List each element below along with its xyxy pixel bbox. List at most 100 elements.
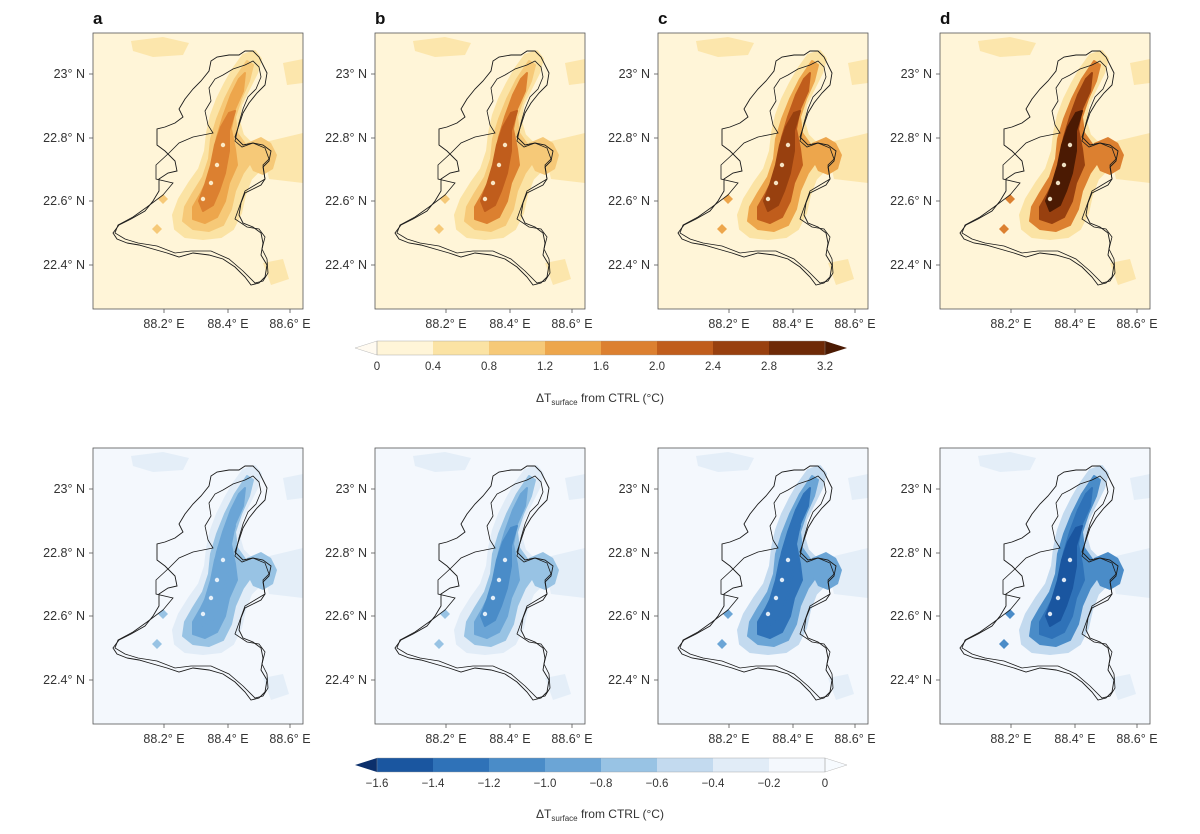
lon-tick-label: 88.2° E [990, 317, 1031, 331]
lon-tick-label: 88.6° E [1116, 317, 1157, 331]
map-frame [939, 447, 1151, 725]
lat-tick-label: 22.8° N [325, 546, 367, 560]
lon-tick-label: 88.2° E [708, 317, 749, 331]
colorbar-cool: −1.6 −1.4 −1.2 −1.0 −0.8 −0.6 −0.4 −0.2 0 ΔTsurf… [355, 757, 848, 823]
lon-tick-label: 88.4° E [1054, 317, 1095, 331]
core-highlight [1061, 162, 1067, 168]
panel-label-d: d [940, 9, 950, 28]
anomaly-field [959, 452, 1150, 701]
lat-tick-label: 23° N [619, 482, 650, 496]
colorbar-warm-title: ΔTsurface from CTRL (°C) [536, 391, 664, 407]
lat-tick-label: 23° N [901, 482, 932, 496]
colorbar-tick-label: −1.4 [422, 778, 445, 790]
background-anomaly-patch [131, 37, 189, 57]
colorbar-tick-label: −0.4 [702, 778, 725, 790]
colorbar-tick-label: −1.6 [366, 778, 389, 790]
colorbar-tick-label: 1.6 [593, 361, 609, 373]
colorbar-tick-label: 1.2 [537, 361, 553, 373]
lon-tick-label: 88.6° E [551, 317, 592, 331]
colorbar-tick-label: −0.6 [646, 778, 669, 790]
map-frame [939, 32, 1151, 310]
city-boundary [961, 60, 1117, 284]
colorbar-tick-label: 0 [374, 361, 380, 373]
anomaly-field [677, 37, 868, 286]
core-highlight [773, 595, 779, 601]
lat-tick-label: 22.4° N [325, 673, 367, 687]
lat-tick-label: 22.8° N [890, 131, 932, 145]
background-anomaly-patch [848, 474, 868, 500]
colorbar-tick-label: 3.2 [817, 361, 833, 373]
lon-tick-label: 88.6° E [269, 317, 310, 331]
map-panel-warm-3: 23° N 22.8° N 22.6° N 22.4° N 88.2° E 88.4° E… [608, 9, 875, 331]
background-anomaly-patch [565, 474, 585, 500]
core-highlight [496, 577, 502, 583]
map-frame [374, 447, 586, 725]
core-highlight [490, 180, 496, 186]
background-anomaly-patch [283, 59, 303, 85]
city-boundary [679, 60, 835, 284]
lon-tick-label: 88.2° E [143, 732, 184, 746]
region-boundary [112, 465, 272, 701]
map-frame [92, 32, 304, 310]
background-anomaly-patch [1130, 474, 1150, 500]
anomaly-spot [999, 639, 1009, 649]
anomaly-field [112, 37, 303, 286]
anomaly-spot [434, 639, 444, 649]
lat-tick-label: 22.6° N [325, 194, 367, 208]
lat-tick-label: 23° N [336, 67, 367, 81]
colorbar-tick-label: 2.8 [761, 361, 777, 373]
lat-tick-label: 22.8° N [890, 546, 932, 560]
lat-tick-label: 22.4° N [43, 258, 85, 272]
core-highlight [208, 595, 214, 601]
anomaly-spot [434, 224, 444, 234]
core-highlight [490, 595, 496, 601]
lat-tick-label: 22.6° N [608, 194, 650, 208]
lat-tick-label: 23° N [901, 67, 932, 81]
map-frame [92, 447, 304, 725]
core-highlight [1067, 142, 1073, 148]
background-anomaly-patch [1110, 259, 1136, 285]
lon-tick-label: 88.4° E [489, 317, 530, 331]
city-boundary [679, 475, 835, 699]
anomaly-side-lobe [1094, 137, 1124, 175]
lat-tick-label: 22.6° N [890, 194, 932, 208]
background-anomaly-patch [828, 259, 854, 285]
background-anomaly-patch [413, 452, 471, 472]
anomaly-contour-4 [198, 525, 236, 627]
core-highlight [785, 142, 791, 148]
lat-tick-label: 22.4° N [325, 258, 367, 272]
lat-tick-label: 22.4° N [43, 673, 85, 687]
colorbar-frame [376, 757, 826, 773]
background-anomaly-patch [1130, 59, 1150, 85]
colorbar-cell [489, 341, 546, 355]
core-highlight [220, 142, 226, 148]
region-boundary [677, 465, 837, 701]
background-anomaly-patch [263, 259, 289, 285]
lat-tick-label: 22.4° N [890, 258, 932, 272]
anomaly-contour-4 [480, 525, 518, 627]
anomaly-spot [152, 224, 162, 234]
anomaly-spot [717, 224, 727, 234]
colorbar-cell [713, 758, 770, 772]
lat-tick-label: 22.4° N [608, 673, 650, 687]
map-panel-cool-3: 23° N 22.8° N 22.6° N 22.4° N 88.2° E 88.4° E… [608, 447, 876, 746]
city-boundary [114, 475, 270, 699]
core-highlight [214, 577, 220, 583]
colorbar-warm: 0 0.4 0.8 1.2 1.6 2.0 2.4 2.8 3.2 ΔTsurface from… [354, 340, 847, 407]
background-anomaly-patch [828, 674, 854, 700]
core-highlight [502, 557, 508, 563]
lat-tick-label: 22.8° N [608, 546, 650, 560]
anomaly-contour-4 [480, 110, 518, 212]
core-highlight [482, 611, 488, 617]
region-boundary [112, 50, 272, 286]
colorbar-tick-label: −0.2 [758, 778, 781, 790]
colorbar-cell [713, 341, 770, 355]
lon-tick-label: 88.6° E [834, 317, 875, 331]
lat-tick-label: 22.4° N [890, 673, 932, 687]
anomaly-side-lobe [247, 137, 277, 175]
region-boundary [959, 50, 1119, 286]
colorbar-tick-label: 0.4 [425, 361, 442, 373]
lon-tick-label: 88.4° E [207, 732, 248, 746]
anomaly-contour-4 [763, 110, 801, 212]
